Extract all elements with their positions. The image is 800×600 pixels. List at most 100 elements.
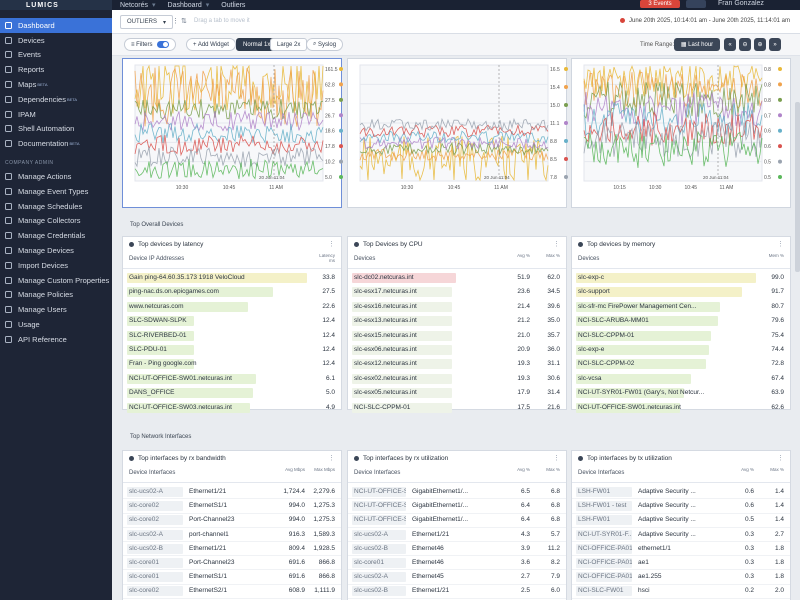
- table-row[interactable]: slc-dc02.netcuras.int 51.9 62.0: [348, 271, 566, 285]
- zoom-out-button[interactable]: ⊖: [739, 38, 751, 51]
- sidebar-item-import-devices[interactable]: Import Devices: [0, 258, 112, 273]
- filters-switch[interactable]: [156, 41, 169, 48]
- table-row[interactable]: NCI-SLC-CPPM-01 75.4: [572, 329, 790, 343]
- breadcrumb-outliers[interactable]: Outliers: [221, 1, 246, 9]
- table-row[interactable]: Gain ping-64.60.35.173 1918 VeloCloud 33.…: [123, 271, 341, 285]
- tab-tools-icon[interactable]: ⋮ ⇅: [172, 18, 187, 25]
- menu-icon[interactable]: ⋮: [553, 241, 560, 248]
- sidebar-item-manage-policies[interactable]: Manage Policies: [0, 288, 112, 303]
- sidebar-item-manage-users[interactable]: Manage Users: [0, 302, 112, 317]
- sidebar-item-ipam[interactable]: IPAM: [0, 107, 112, 122]
- table-row[interactable]: SLC-RIVERBED-01 12.4: [123, 329, 341, 343]
- table-row[interactable]: NCI-OFFICE-PA01 ae1 0.3 1.8: [572, 556, 790, 571]
- sidebar-item-maps[interactable]: Maps BETA: [0, 77, 112, 92]
- menu-icon[interactable]: ⋮: [553, 455, 560, 462]
- table-row[interactable]: NCI-OFFICE-PA01 ethernet1/1 0.3 1.8: [572, 542, 790, 557]
- sidebar-item-manage-event-types[interactable]: Manage Event Types: [0, 184, 112, 199]
- cpu-graph-widget[interactable]: 16.5 15.4 15.0 11.1 8.8 8.5 7.8 10:30 10:45 11 AM…: [347, 58, 568, 209]
- table-row[interactable]: NCI-OFFICE-PA01 ae1.255 0.3 1.8: [572, 570, 790, 585]
- table-row[interactable]: NCI-UT-SYR01-F... Adaptive Security ... 0.…: [572, 528, 790, 542]
- table-row[interactable]: slc-esx13.netcuras.int 21.2 35.0: [348, 314, 566, 328]
- sidebar-item-reports[interactable]: Reports: [0, 62, 112, 77]
- forward-button[interactable]: »: [769, 38, 781, 51]
- sidebar-item-documentation[interactable]: Documentation BETA: [0, 136, 112, 151]
- sidebar-item-manage-schedules[interactable]: Manage Schedules: [0, 199, 112, 214]
- table-row[interactable]: NCI-UT-OFFICE-SW03.netcuras.int 4.9: [123, 401, 341, 415]
- table-row[interactable]: NCI-UT-OFFICE-SW01.netcuras.int 62.6: [572, 401, 790, 415]
- sidebar-item-manage-custom-properties[interactable]: Manage Custom Properties: [0, 273, 112, 288]
- table-row[interactable]: NCI-SLC-FW01 hsci 0.2 2.0: [572, 584, 790, 599]
- menu-icon[interactable]: ⋮: [328, 455, 335, 462]
- zoom-in-button[interactable]: ⊕: [754, 38, 766, 51]
- table-row[interactable]: slc-esx15.netcuras.int 21.0 35.7: [348, 329, 566, 343]
- sidebar-item-dependencies[interactable]: Dependencies BETA: [0, 92, 112, 107]
- table-row[interactable]: NCI-SLC-CPPM-01 17.5 21.6: [348, 401, 566, 415]
- filters-toggle[interactable]: ≡ Filters: [124, 38, 176, 51]
- table-row[interactable]: NCI-UT-OFFICE-SW01.netcuras.int 6.1: [123, 372, 341, 386]
- table-row[interactable]: slc-core01 EthernetS1/1 691.6 866.8: [123, 570, 341, 585]
- table-row[interactable]: Fran - Ping google.com 12.4: [123, 357, 341, 371]
- table-row[interactable]: DANS_OFFICE 5.0: [123, 386, 341, 400]
- table-row[interactable]: slc-ucs02-B Ethernet1/21 809.4 1,928.5: [123, 542, 341, 557]
- table-row[interactable]: slc-ucs02-A port-channel1 916.3 1,589.3: [123, 528, 341, 542]
- table-row[interactable]: slc-ucs02-A Ethernet45 2.7 7.9: [348, 570, 566, 585]
- time-range-select[interactable]: ▦ Last hour: [674, 38, 720, 51]
- sidebar-item-api-reference[interactable]: API Reference: [0, 332, 112, 347]
- events-badge[interactable]: 3 Events: [640, 0, 680, 8]
- table-row[interactable]: slc-esx17.netcuras.int 23.6 34.5: [348, 285, 566, 299]
- table-row[interactable]: ping-nac.ds.on.epicgames.com 27.5: [123, 285, 341, 299]
- table-row[interactable]: LSH-FW01 Adaptive Security ... 0.5 1.4: [572, 513, 790, 528]
- user-menu[interactable]: Fran Gonzalez: [718, 0, 764, 7]
- table-row[interactable]: LSH-FW01 - test Adaptive Security ... 0.6 1…: [572, 499, 790, 514]
- table-row[interactable]: SLC-PDU-01 12.4: [123, 343, 341, 357]
- table-row[interactable]: slc-core02 Port-Channel23 994.0 1,275.3: [123, 513, 341, 528]
- table-row[interactable]: slc-core01 Port-Channel23 691.6 866.8: [123, 556, 341, 571]
- menu-icon[interactable]: ⋮: [777, 455, 784, 462]
- table-row[interactable]: SLC-SDWAN-SLPK 12.4: [123, 314, 341, 328]
- latency-graph-widget[interactable]: 161.5 62.8 27.5 26.7 18.6 17.8 10.2 5.0 10:30 10:…: [122, 58, 343, 209]
- menu-icon[interactable]: ⋮: [328, 241, 335, 248]
- cpu-line-graph[interactable]: 16.5 15.4 15.0 11.1 8.8 8.5 7.8 10:30 10:45 11 AM…: [348, 59, 568, 209]
- menu-icon[interactable]: ⋮: [777, 241, 784, 248]
- sidebar-item-manage-collectors[interactable]: Manage Collectors: [0, 214, 112, 229]
- chat-icon[interactable]: [686, 0, 706, 8]
- table-row[interactable]: slc-support 91.7: [572, 285, 790, 299]
- large-size-button[interactable]: Large 2x: [270, 38, 308, 51]
- memory-line-graph[interactable]: 0.8 0.8 0.8 0.7 0.6 0.6 0.5 0.5 10:15 10:30 10:45 1…: [572, 59, 792, 209]
- table-row[interactable]: NCI-UT-OFFICE-S... GigabitEthernet1/... 6.…: [348, 485, 566, 500]
- sidebar-item-shell-automation[interactable]: Shell Automation: [0, 122, 112, 137]
- table-row[interactable]: slc-exp-c 99.0: [572, 271, 790, 285]
- table-row[interactable]: NCI-UT-OFFICE-S... GigabitEthernet1/... 6.…: [348, 499, 566, 514]
- rewind-button[interactable]: «: [724, 38, 736, 51]
- sidebar-item-manage-devices[interactable]: Manage Devices: [0, 243, 112, 258]
- table-row[interactable]: slc-core02 EthernetS1/1 994.0 1,275.3: [123, 499, 341, 514]
- table-row[interactable]: www.netcuras.com 22.6: [123, 300, 341, 314]
- table-row[interactable]: slc-esx12.netcuras.int 19.3 31.1: [348, 357, 566, 371]
- table-row[interactable]: slc-vcsa 67.4: [572, 372, 790, 386]
- sidebar-item-manage-credentials[interactable]: Manage Credentials: [0, 228, 112, 243]
- table-row[interactable]: slc-esx16.netcuras.int 21.4 39.6: [348, 300, 566, 314]
- table-row[interactable]: slc-ucs02-A Ethernet1/21 1,724.4 2,279.6: [123, 485, 341, 500]
- sidebar-item-dashboard[interactable]: Dashboard: [0, 18, 112, 33]
- chevron-down-icon[interactable]: ▾: [163, 19, 167, 26]
- memory-graph-widget[interactable]: 0.8 0.8 0.8 0.7 0.6 0.6 0.5 0.5 10:15 10:30 10:45 1…: [571, 58, 791, 208]
- sidebar-item-usage[interactable]: Usage: [0, 317, 112, 332]
- table-row[interactable]: NCI-UT-SYR01-FW01 (Gary's, Not Netcur...…: [572, 386, 790, 400]
- table-row[interactable]: slc-ucs02-B Ethernet1/21 2.5 6.0: [348, 584, 566, 599]
- table-row[interactable]: slc-core02 EthernetS2/1 608.9 1,111.9: [123, 584, 341, 599]
- syslog-button[interactable]: ⌕ Syslog: [306, 38, 344, 51]
- breadcrumb-org[interactable]: Netcorés: [120, 1, 149, 9]
- tab-outliers[interactable]: OUTLIERS ▾: [120, 15, 174, 29]
- table-row[interactable]: slc-esx06.netcuras.int 20.9 36.0: [348, 343, 566, 357]
- page-scrollbar[interactable]: [795, 102, 800, 272]
- table-row[interactable]: LSH-FW01 Adaptive Security ... 0.6 1.4: [572, 485, 790, 500]
- table-row[interactable]: NCI-SLC-CPPM-02 72.8: [572, 357, 790, 371]
- sidebar-item-manage-actions[interactable]: Manage Actions: [0, 169, 112, 184]
- table-row[interactable]: slc-sfr-mc FirePower Management Cen... 80…: [572, 300, 790, 314]
- table-row[interactable]: NCI-UT-OFFICE-S... GigabitEthernet1/... 6.…: [348, 513, 566, 528]
- table-row[interactable]: slc-esx02.netcuras.int 19.3 30.6: [348, 372, 566, 386]
- latency-line-graph[interactable]: 161.5 62.8 27.5 26.7 18.6 17.8 10.2 5.0 10:30 10:…: [123, 59, 343, 209]
- add-widget-button[interactable]: + Add Widget: [186, 38, 236, 51]
- sidebar-item-events[interactable]: Events: [0, 48, 112, 63]
- table-row[interactable]: NCI-SLC-ARUBA-MM01 79.6: [572, 314, 790, 328]
